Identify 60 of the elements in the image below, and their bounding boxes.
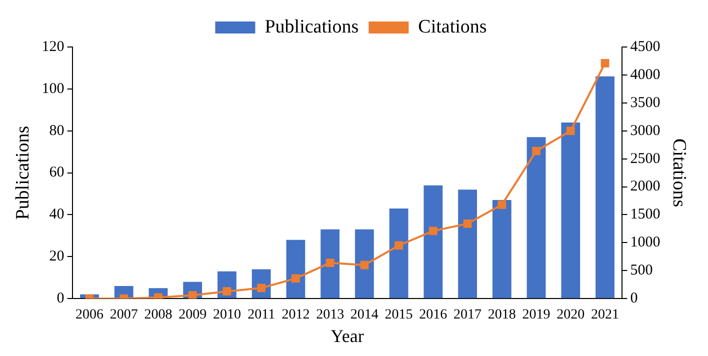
- x-tick-label: 2015: [384, 308, 413, 323]
- y-tick-label: 120: [42, 38, 64, 55]
- x-tick-label: 2010: [212, 308, 241, 323]
- x-tick-label: 2020: [556, 308, 585, 323]
- bar: [596, 76, 614, 298]
- point: [360, 260, 369, 270]
- y2-tick-label: 4000: [630, 66, 660, 83]
- bar: [458, 190, 477, 298]
- y2-tick-label: 500: [630, 262, 653, 279]
- y-axis-title: Publications: [12, 126, 34, 220]
- bar: [424, 185, 443, 298]
- point: [463, 219, 472, 228]
- y2-tick-label: 4500: [630, 38, 660, 55]
- bar: [492, 200, 512, 298]
- bar: [354, 229, 374, 298]
- y-tick-label: 60: [49, 164, 64, 181]
- y2-tick-label: 3500: [630, 94, 660, 111]
- x-tick-label: 2016: [419, 308, 448, 323]
- x-tick-label: 2009: [178, 308, 207, 323]
- point: [222, 287, 232, 296]
- y2-tick-label: 3000: [630, 122, 660, 139]
- bar: [286, 240, 306, 298]
- x-tick-label: 2014: [350, 308, 378, 323]
- point: [188, 291, 197, 299]
- point: [600, 59, 610, 68]
- legend-label: Publications: [264, 16, 359, 38]
- y-tick-label: 80: [49, 122, 64, 139]
- point: [394, 241, 403, 250]
- y-tick-label: 100: [42, 80, 64, 97]
- bar: [389, 208, 408, 298]
- legend-label: Citations: [418, 16, 487, 38]
- point: [498, 200, 506, 209]
- bar: [320, 229, 340, 298]
- point: [292, 274, 300, 283]
- x-tick-label: 2018: [488, 308, 516, 323]
- x-tick-label: 2007: [110, 308, 138, 323]
- x-tick-label: 2021: [591, 308, 620, 323]
- point: [428, 226, 438, 236]
- y2-tick-label: 2000: [630, 178, 660, 195]
- y-tick-label: 40: [49, 206, 64, 223]
- point: [532, 146, 540, 156]
- x-tick-label: 2011: [248, 308, 276, 323]
- x-tick-label: 2017: [454, 308, 482, 323]
- bar: [561, 122, 580, 298]
- x-tick-label: 2006: [75, 308, 104, 323]
- x-axis-title: Year: [330, 326, 364, 346]
- y2-tick-label: 1000: [630, 234, 660, 251]
- point: [326, 258, 334, 267]
- y2-tick-label: 2500: [630, 150, 660, 167]
- x-tick-label: 2019: [522, 308, 550, 323]
- y-tick-label: 20: [49, 248, 64, 265]
- y2-tick-label: 1500: [630, 206, 660, 223]
- x-tick-label: 2008: [144, 308, 172, 323]
- y2-axis-title: Citations: [668, 138, 690, 208]
- y2-tick-label: 0: [630, 290, 638, 307]
- x-tick-label: 2013: [316, 308, 344, 323]
- y-tick-label: 0: [56, 290, 64, 307]
- x-tick-label: 2012: [282, 308, 310, 323]
- point: [566, 126, 575, 136]
- bar: [526, 137, 546, 298]
